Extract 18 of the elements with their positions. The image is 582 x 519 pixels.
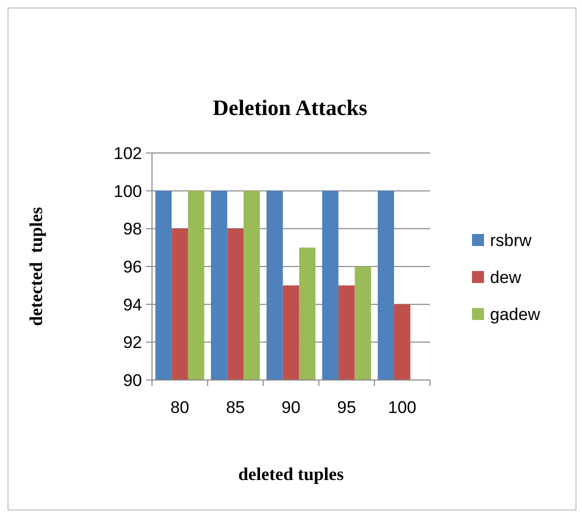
x-tick-label: 90 xyxy=(282,398,300,417)
y-axis-title: detected tuples xyxy=(26,207,46,326)
x-tick-label: 100 xyxy=(388,398,416,417)
y-tick-label: 100 xyxy=(114,182,142,201)
y-tick-label: 96 xyxy=(123,257,142,276)
legend-label: gadew xyxy=(490,304,541,324)
x-axis-title: deleted tuples xyxy=(238,464,344,484)
y-tick-label: 94 xyxy=(123,295,142,314)
x-tick-label: 95 xyxy=(337,398,356,417)
legend-label: rsbrw xyxy=(490,230,532,250)
chart-title: Deletion Attacks xyxy=(212,95,368,120)
y-tick-label: 102 xyxy=(114,144,142,163)
y-tick-label: 90 xyxy=(123,370,142,390)
y-tick-label: 92 xyxy=(123,333,142,352)
y-tick-label: 98 xyxy=(123,220,142,239)
legend-label: dew xyxy=(490,268,522,287)
x-tick-label: 85 xyxy=(226,398,245,417)
x-tick-label: 80 xyxy=(170,398,190,417)
